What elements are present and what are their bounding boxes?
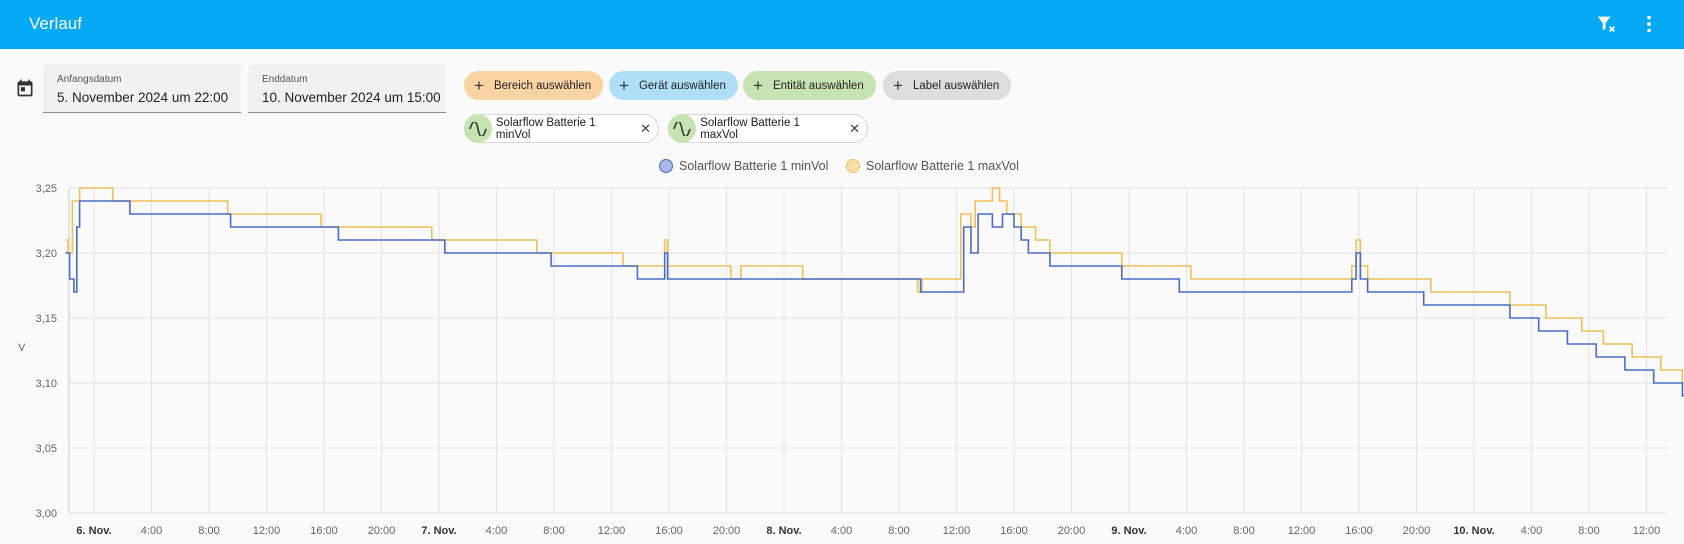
x-tick-label: 4:00 xyxy=(1521,525,1542,537)
x-tick-label: 12:00 xyxy=(253,525,281,537)
legend-swatch xyxy=(846,159,860,173)
x-tick-label: 4:00 xyxy=(1176,525,1197,537)
x-tick-label: 8:00 xyxy=(543,525,564,537)
plus-icon: + xyxy=(474,76,484,95)
start-date-value: 5. November 2024 um 22:00 xyxy=(57,90,229,105)
x-tick-label: 20:00 xyxy=(1058,525,1086,537)
start-date-field[interactable]: Anfangsdatum 5. November 2024 um 22:00 xyxy=(43,64,241,113)
x-tick-label: 4:00 xyxy=(141,525,162,537)
tag-label: Solarflow Batterie 1 maxVol xyxy=(700,116,800,141)
legend-label: Solarflow Batterie 1 maxVol xyxy=(866,159,1019,173)
calendar-icon[interactable] xyxy=(15,78,35,98)
sine-wave-icon xyxy=(464,114,492,143)
x-tick-label: 6. Nov. xyxy=(76,525,111,537)
x-tick-label: 12:00 xyxy=(1633,525,1661,537)
selected-entity-tag[interactable]: Solarflow Batterie 1 maxVol ✕ xyxy=(668,114,868,143)
y-tick-label: 3,00 xyxy=(36,508,57,520)
end-date-label: Enddatum xyxy=(262,74,308,85)
app-toolbar: Verlauf xyxy=(0,0,1684,49)
y-tick-label: 3,10 xyxy=(36,378,57,390)
filter-remove-icon[interactable] xyxy=(1593,11,1619,37)
y-tick-label: 3,25 xyxy=(36,183,57,195)
x-tick-label: 7. Nov. xyxy=(421,525,456,537)
x-tick-label: 8:00 xyxy=(888,525,909,537)
chip-label: Label auswählen xyxy=(912,79,1000,92)
series-line-minvol xyxy=(65,200,1684,397)
legend-item-maxvol[interactable]: Solarflow Batterie 1 maxVol xyxy=(846,156,1019,176)
selected-entity-tag[interactable]: Solarflow Batterie 1 minVol ✕ xyxy=(464,114,659,143)
sine-wave-icon xyxy=(668,114,697,143)
y-axis-label: V xyxy=(18,342,26,354)
x-tick-label: 12:00 xyxy=(943,525,971,537)
chip-label: Gerät auswählen xyxy=(638,79,726,92)
legend-swatch xyxy=(659,159,673,173)
y-tick-label: 3,20 xyxy=(36,248,57,260)
legend-label: Solarflow Batterie 1 minVol xyxy=(679,159,829,173)
tag-label: Solarflow Batterie 1 minVol xyxy=(495,116,596,141)
select-label-chip[interactable]: + Label auswählen xyxy=(883,71,1012,100)
series-line-maxvol xyxy=(65,187,1684,384)
chip-label: Entität auswählen xyxy=(772,79,864,92)
close-icon[interactable]: ✕ xyxy=(849,120,860,136)
plus-icon: + xyxy=(753,76,763,95)
page-title: Verlauf xyxy=(29,14,82,33)
x-tick-label: 4:00 xyxy=(486,525,507,537)
x-tick-label: 10. Nov. xyxy=(1453,525,1494,537)
select-entity-chip[interactable]: + Entität auswählen xyxy=(743,71,876,100)
x-tick-label: 16:00 xyxy=(310,525,338,537)
legend-item-minvol[interactable]: Solarflow Batterie 1 minVol xyxy=(659,156,828,176)
end-date-value: 10. November 2024 um 15:00 xyxy=(262,90,441,105)
x-tick-label: 16:00 xyxy=(1345,525,1373,537)
x-tick-label: 8:00 xyxy=(1233,525,1254,537)
x-tick-label: 8:00 xyxy=(1578,525,1599,537)
x-tick-label: 12:00 xyxy=(1288,525,1316,537)
x-tick-label: 16:00 xyxy=(1000,525,1028,537)
select-area-chip[interactable]: + Bereich auswählen xyxy=(464,71,604,100)
x-tick-label: 16:00 xyxy=(655,525,683,537)
end-date-field[interactable]: Enddatum 10. November 2024 um 15:00 xyxy=(248,64,446,113)
y-tick-label: 3,15 xyxy=(36,313,57,325)
x-tick-label: 9. Nov. xyxy=(1111,525,1146,537)
x-tick-label: 8:00 xyxy=(198,525,219,537)
chip-label: Bereich auswählen xyxy=(493,79,592,92)
y-tick-label: 3,05 xyxy=(36,443,57,455)
plus-icon: + xyxy=(619,76,629,95)
x-tick-label: 20:00 xyxy=(1403,525,1431,537)
select-device-chip[interactable]: + Gerät auswählen xyxy=(609,71,738,100)
start-date-label: Anfangsdatum xyxy=(57,74,122,85)
x-tick-label: 8. Nov. xyxy=(766,525,801,537)
x-tick-label: 20:00 xyxy=(368,525,396,537)
x-tick-label: 20:00 xyxy=(713,525,741,537)
x-tick-label: 4:00 xyxy=(831,525,852,537)
plus-icon: + xyxy=(893,76,903,95)
dots-vertical-icon[interactable] xyxy=(1636,11,1662,37)
x-tick-label: 12:00 xyxy=(598,525,626,537)
close-icon[interactable]: ✕ xyxy=(640,120,651,136)
